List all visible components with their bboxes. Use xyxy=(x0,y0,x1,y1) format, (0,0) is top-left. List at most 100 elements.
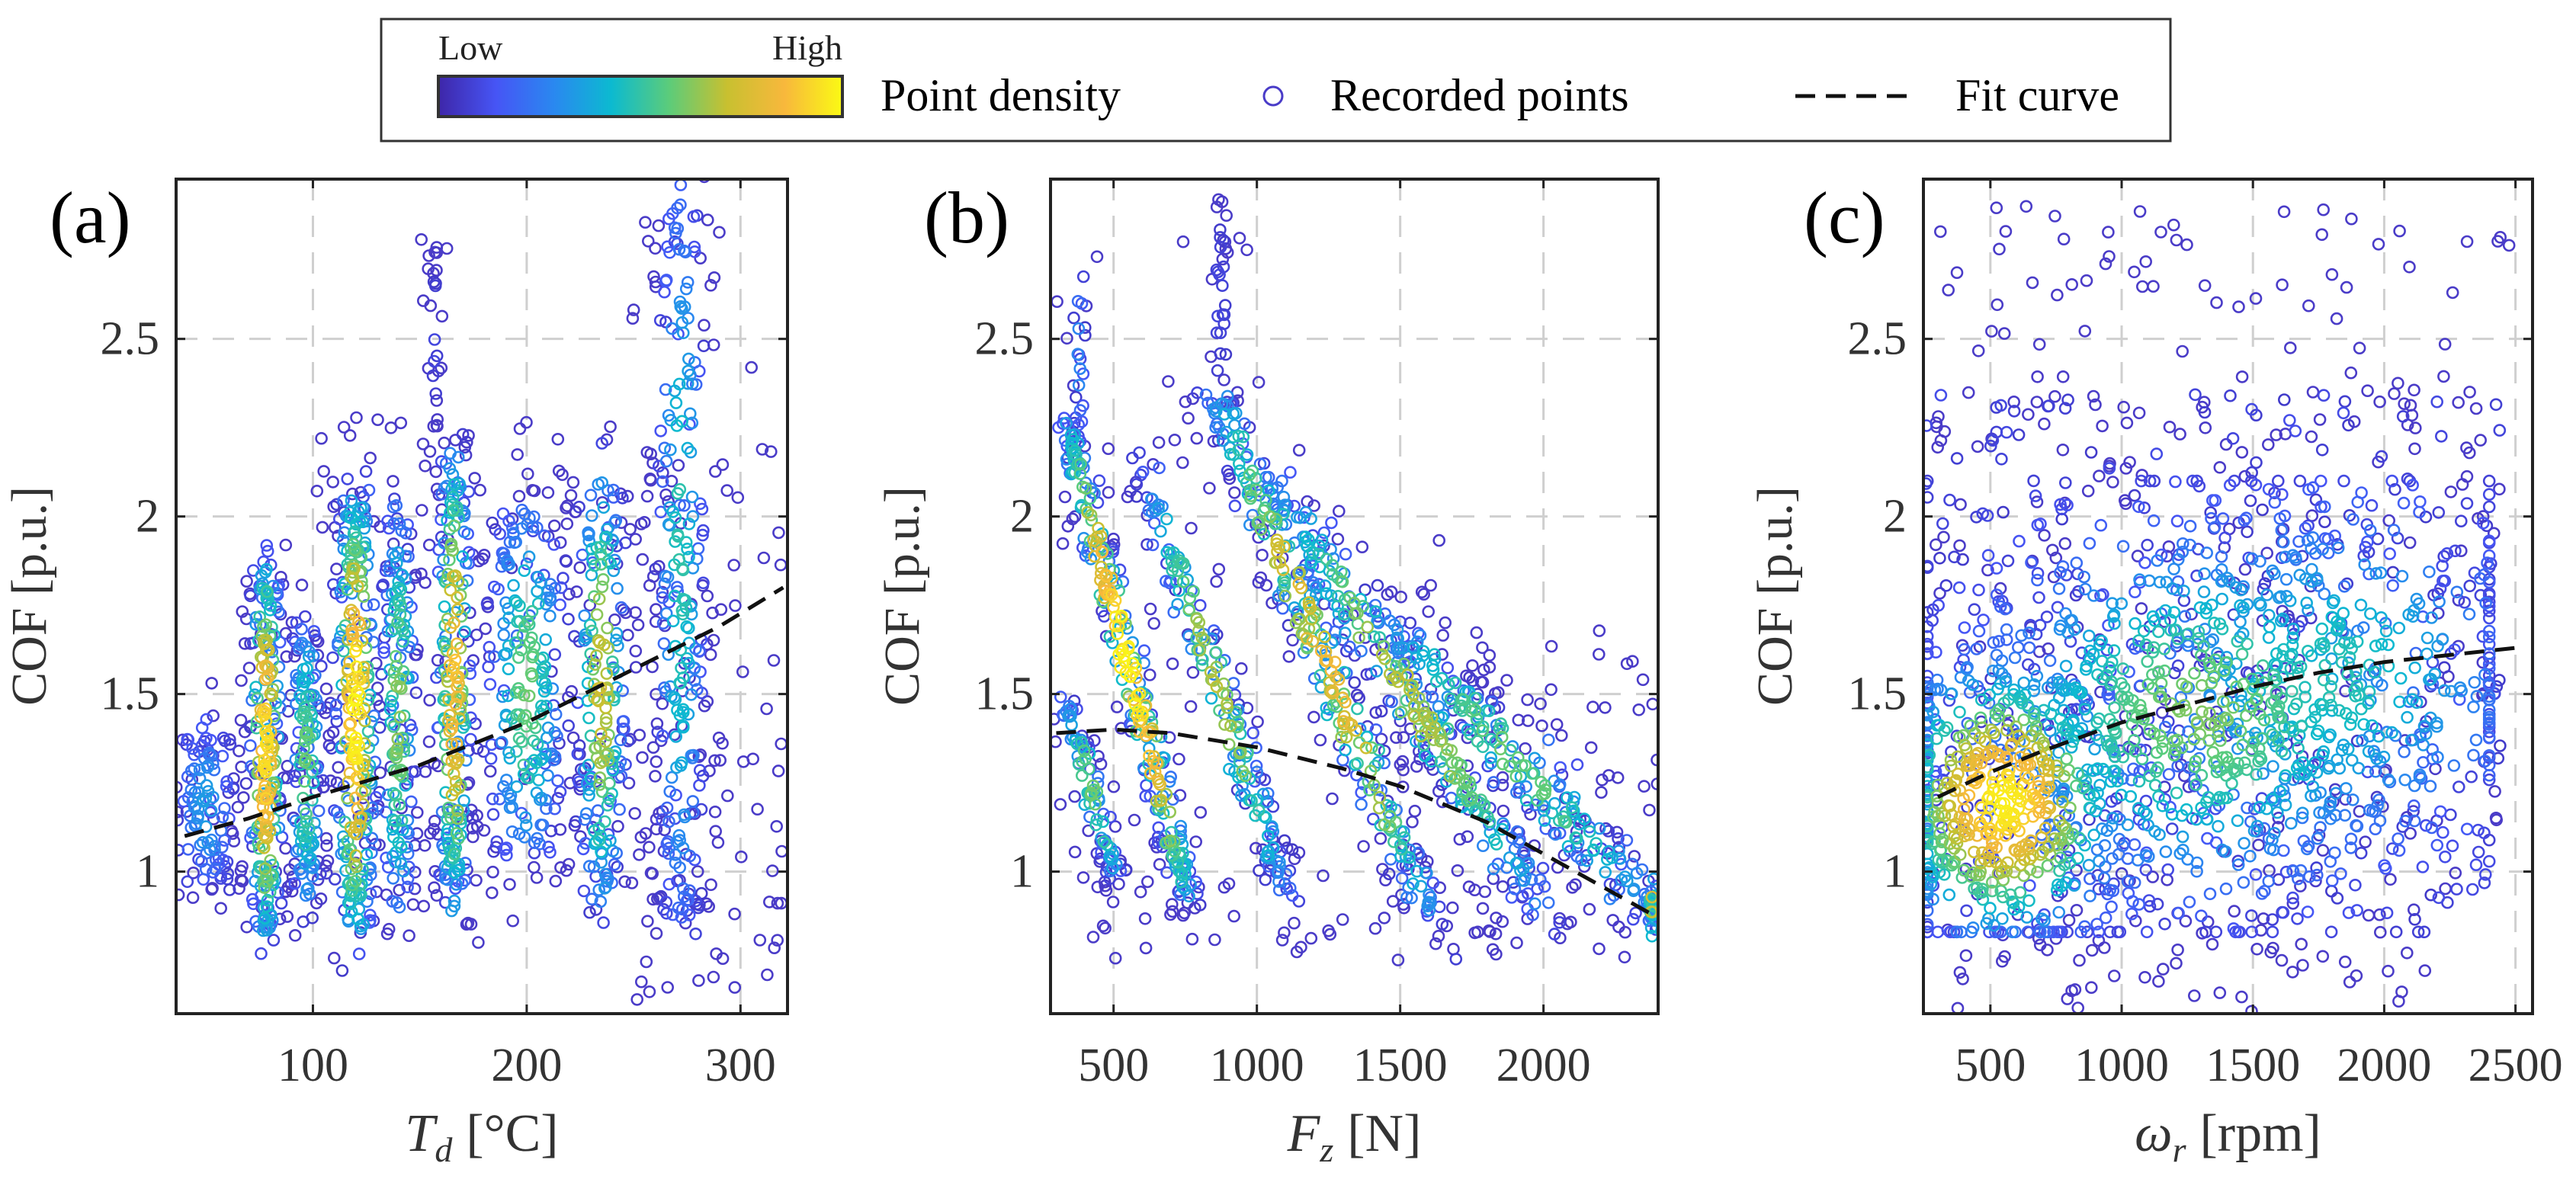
data-point xyxy=(1351,757,1364,770)
data-point xyxy=(512,489,526,503)
data-point xyxy=(2330,312,2343,325)
data-point xyxy=(1285,843,1299,856)
data-point xyxy=(438,690,452,703)
data-point xyxy=(2056,560,2070,573)
data-point xyxy=(2061,393,2074,407)
data-point xyxy=(1620,834,1634,847)
data-point xyxy=(1254,523,1268,537)
data-point xyxy=(1099,921,1112,935)
data-point xyxy=(377,646,391,659)
data-point xyxy=(1397,731,1410,744)
data-point xyxy=(1429,937,1442,950)
data-point xyxy=(618,723,630,735)
data-point xyxy=(497,628,511,642)
data-point xyxy=(1227,909,1240,923)
data-point xyxy=(446,570,460,583)
data-point xyxy=(554,581,568,594)
data-point xyxy=(547,519,561,533)
data-point xyxy=(1139,941,1153,955)
data-point xyxy=(1428,648,1441,662)
data-point xyxy=(2117,400,2130,414)
data-point xyxy=(682,517,696,530)
data-point xyxy=(674,179,688,191)
data-point xyxy=(260,870,273,883)
data-point xyxy=(2436,559,2449,572)
data-point xyxy=(1310,581,1323,594)
data-point xyxy=(2125,907,2138,921)
data-point xyxy=(2219,882,2233,896)
data-point xyxy=(390,751,403,764)
data-point xyxy=(694,748,707,761)
data-point xyxy=(551,792,565,805)
data-point xyxy=(689,928,702,940)
data-point xyxy=(551,774,564,787)
data-point xyxy=(1326,792,1339,806)
data-point xyxy=(200,732,213,745)
data-point xyxy=(560,555,573,568)
data-point xyxy=(1085,787,1098,799)
data-point xyxy=(675,604,689,617)
data-point xyxy=(1253,457,1267,471)
data-point xyxy=(1313,539,1326,553)
colorbar xyxy=(437,75,844,118)
data-point xyxy=(513,599,526,613)
data-point xyxy=(2083,537,2096,550)
data-point xyxy=(288,769,302,783)
data-point xyxy=(2311,868,2324,882)
data-point xyxy=(354,501,367,514)
data-point xyxy=(326,651,339,665)
data-point xyxy=(707,338,720,351)
data-point xyxy=(391,616,404,630)
data-point xyxy=(428,333,441,346)
data-point xyxy=(409,765,422,778)
data-point xyxy=(303,690,317,703)
data-point xyxy=(261,893,274,907)
data-point xyxy=(299,889,313,902)
data-point xyxy=(2065,277,2078,291)
data-point xyxy=(515,522,528,535)
data-point xyxy=(1977,614,1990,626)
data-point xyxy=(1336,715,1350,728)
data-point xyxy=(2070,904,2084,917)
data-point xyxy=(2105,795,2119,808)
data-point xyxy=(431,653,444,667)
data-point xyxy=(1923,647,1934,661)
data-point xyxy=(350,694,364,707)
data-point xyxy=(2170,514,2184,528)
data-point xyxy=(226,827,239,840)
data-point xyxy=(1185,521,1198,535)
data-point xyxy=(1317,869,1330,883)
data-point xyxy=(1144,602,1157,616)
data-point xyxy=(348,562,361,575)
data-point xyxy=(1149,505,1163,517)
data-point xyxy=(681,377,695,390)
data-point xyxy=(1933,551,1946,565)
data-point xyxy=(2228,905,2241,918)
data-point xyxy=(428,354,441,368)
data-point xyxy=(326,476,340,489)
data-point xyxy=(693,764,707,777)
data-point xyxy=(448,519,461,533)
data-point xyxy=(1575,853,1588,867)
data-point xyxy=(231,800,245,814)
data-point xyxy=(1932,598,1945,612)
data-point xyxy=(510,780,524,793)
data-point xyxy=(1421,899,1434,912)
data-point xyxy=(346,628,360,642)
data-point xyxy=(1660,905,1671,915)
data-point xyxy=(2408,383,2420,397)
data-point xyxy=(390,679,403,693)
data-point xyxy=(1599,701,1612,714)
data-point xyxy=(1090,813,1104,826)
data-point xyxy=(1318,630,1331,643)
data-point xyxy=(2049,551,2063,565)
data-point xyxy=(367,598,380,611)
data-point xyxy=(416,437,430,450)
data-point xyxy=(675,302,688,316)
data-point xyxy=(577,884,591,898)
data-point xyxy=(393,607,407,621)
data-point xyxy=(761,968,774,982)
data-point xyxy=(2152,975,2165,988)
